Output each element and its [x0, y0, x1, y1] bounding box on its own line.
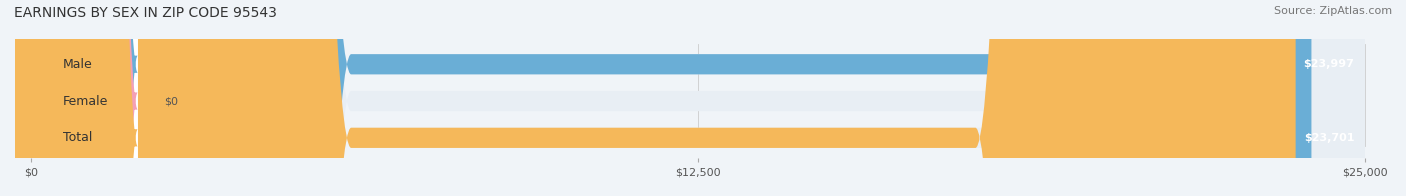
- FancyBboxPatch shape: [0, 0, 138, 196]
- FancyBboxPatch shape: [31, 0, 1365, 196]
- FancyBboxPatch shape: [0, 0, 138, 196]
- FancyBboxPatch shape: [31, 0, 1365, 196]
- Text: $23,997: $23,997: [1303, 59, 1354, 69]
- FancyBboxPatch shape: [31, 0, 1312, 196]
- Text: $0: $0: [165, 96, 179, 106]
- Text: EARNINGS BY SEX IN ZIP CODE 95543: EARNINGS BY SEX IN ZIP CODE 95543: [14, 6, 277, 20]
- Text: Source: ZipAtlas.com: Source: ZipAtlas.com: [1274, 6, 1392, 16]
- Text: Male: Male: [63, 58, 93, 71]
- FancyBboxPatch shape: [31, 0, 1296, 196]
- Text: Total: Total: [63, 131, 93, 144]
- FancyBboxPatch shape: [20, 0, 138, 196]
- FancyBboxPatch shape: [20, 0, 138, 196]
- FancyBboxPatch shape: [0, 0, 138, 196]
- Text: $23,701: $23,701: [1303, 133, 1354, 143]
- FancyBboxPatch shape: [31, 0, 1365, 196]
- FancyBboxPatch shape: [20, 0, 138, 196]
- Text: Female: Female: [63, 94, 108, 108]
